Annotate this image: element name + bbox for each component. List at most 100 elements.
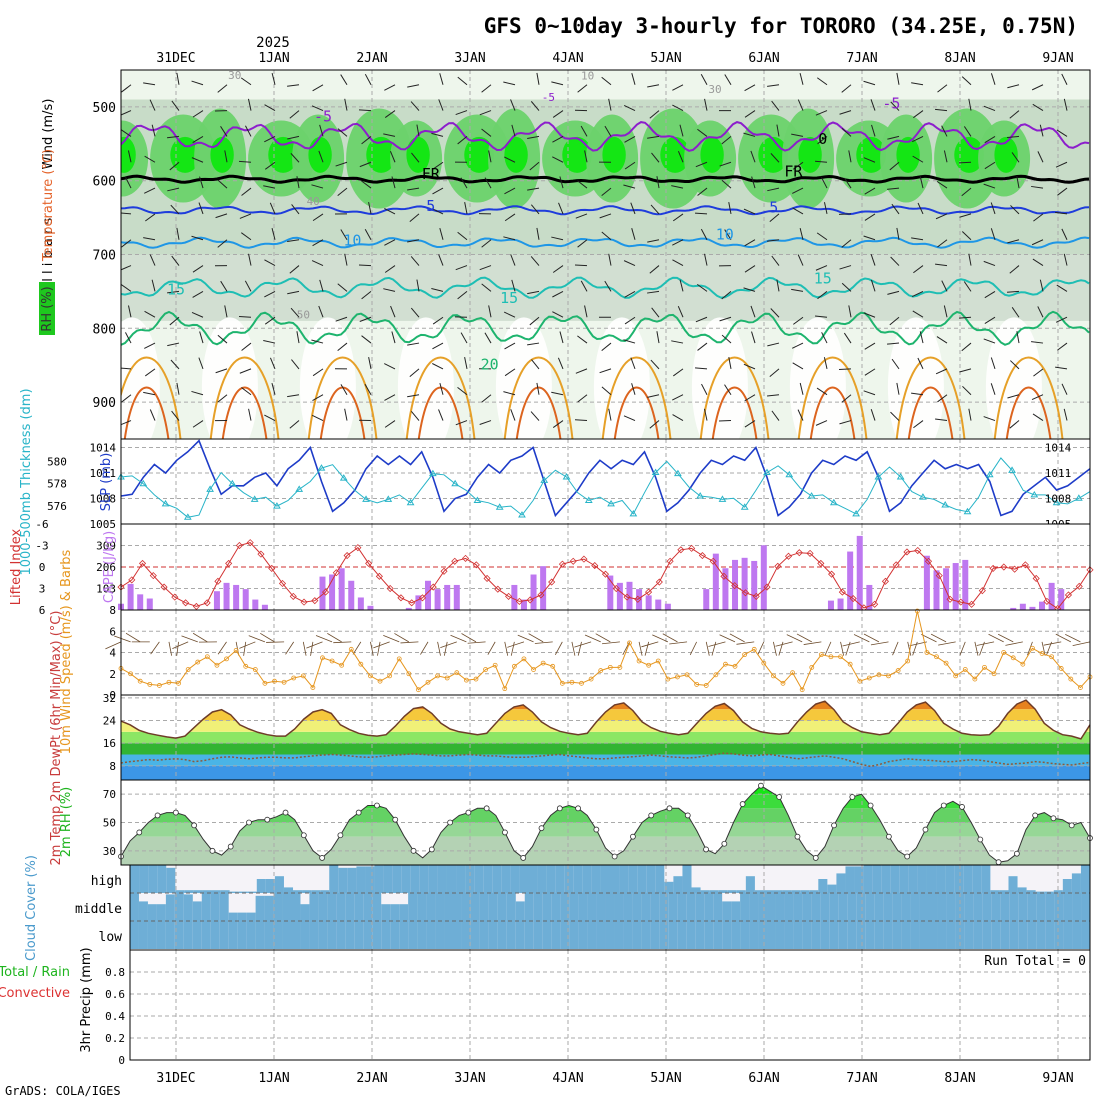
barb-11 <box>384 84 396 91</box>
barb-558 <box>1032 413 1044 421</box>
barb-515 <box>962 385 972 396</box>
wind-point-40 <box>502 686 508 692</box>
barb-224 <box>694 212 708 215</box>
barb-69 <box>815 110 828 116</box>
cloud-middle-83 <box>874 893 885 921</box>
cape-bar-88 <box>962 559 969 610</box>
bottom-date-5jan: 5JAN <box>650 1071 681 1086</box>
barb-456 <box>504 368 516 377</box>
li-point-85 <box>1032 574 1040 583</box>
barb-17 <box>536 72 540 85</box>
barb-406 <box>263 340 276 344</box>
barb-19 <box>577 84 588 93</box>
wind-point-77 <box>857 678 863 684</box>
cloud-high-7 <box>193 890 203 893</box>
series-2m-temp <box>120 699 1091 740</box>
barb-123 <box>191 157 204 163</box>
surface-barb-62 <box>711 641 717 656</box>
cape-bar-2 <box>137 594 144 610</box>
cloud-low-29 <box>390 921 400 949</box>
barb-287 <box>289 265 300 274</box>
surface-barb-17 <box>266 641 285 643</box>
barb-67 <box>771 100 780 111</box>
barb-513 <box>911 392 924 396</box>
barb-34 <box>937 84 948 93</box>
wind-point-2 <box>137 678 143 684</box>
barb-220 <box>599 213 612 219</box>
bottom-date-6jan: 6JAN <box>748 1071 779 1086</box>
barb-28 <box>799 73 804 85</box>
barb-192 <box>887 187 900 190</box>
surface-barb-5 <box>168 641 173 656</box>
barb-344 <box>696 283 708 292</box>
cloud-middle-21 <box>318 893 328 921</box>
barb-335 <box>481 283 492 292</box>
contour-label-13: 20 <box>481 356 499 374</box>
barb-354 <box>941 280 948 292</box>
cloud-middle-6 <box>183 894 194 921</box>
cloud-low-105 <box>1072 921 1082 949</box>
wind-point-25 <box>358 661 364 667</box>
cloud-middle-4 <box>165 894 176 921</box>
surface-barb-34 <box>443 641 448 656</box>
barb-250 <box>364 228 372 240</box>
barb-186 <box>751 176 756 189</box>
temp-tick-32: 32 <box>103 692 116 705</box>
li-point-39 <box>537 591 545 599</box>
cloud-high-bg-64 <box>709 865 720 893</box>
cloud-high-30 <box>401 865 412 893</box>
cloud-low-97 <box>1000 921 1010 949</box>
wind-point-5 <box>166 679 172 685</box>
cloud-high-54 <box>619 865 629 893</box>
barb-155 <box>958 161 972 164</box>
barb-93 <box>431 132 444 137</box>
barb-493 <box>439 382 444 395</box>
barb-242 <box>176 227 180 240</box>
wind-point-42 <box>521 656 527 662</box>
cloud-low-80 <box>847 921 858 949</box>
barb-162 <box>167 187 180 192</box>
barb-282 <box>171 255 180 266</box>
cloud-high-81 <box>863 865 874 893</box>
barb-338 <box>552 290 564 298</box>
cloud-low-88 <box>919 921 930 949</box>
barb-212 <box>409 213 420 223</box>
barb-37 <box>1007 84 1020 89</box>
barb-154 <box>943 150 948 163</box>
barb-490 <box>364 384 372 395</box>
barb-181 <box>623 184 636 189</box>
barb-90 <box>361 136 372 145</box>
barb-56 <box>510 99 516 111</box>
pressure-tick-700: 700 <box>93 249 116 264</box>
barb-450 <box>368 357 372 369</box>
cloud-middle-88 <box>919 893 930 921</box>
cloud-middle-58 <box>650 893 660 921</box>
li-point-21 <box>343 551 351 560</box>
cloud-low-32 <box>417 921 427 949</box>
barb-114 <box>941 125 948 137</box>
li-tick--3: -3 <box>35 540 48 553</box>
rh-point-82 <box>867 802 874 809</box>
barb-216 <box>504 213 516 222</box>
surface-barb-44 <box>528 633 544 643</box>
cloud-low-54 <box>614 921 624 949</box>
barb-419 <box>577 335 588 344</box>
barb-237 <box>1010 205 1020 215</box>
barb-541 <box>623 415 636 422</box>
thickness-point-44 <box>607 499 615 507</box>
rh-point-72 <box>776 794 783 800</box>
barb-342 <box>647 290 660 294</box>
li-point-35 <box>494 585 502 593</box>
barb-265 <box>724 229 732 241</box>
barb-351 <box>870 279 876 292</box>
rh-dry-0 <box>121 317 160 439</box>
cloud-high-55 <box>628 865 638 893</box>
cape-bar-53 <box>626 581 633 610</box>
li-point-66 <box>828 570 836 578</box>
ylabel-total-rain: Total / Rain <box>0 965 70 980</box>
wind-point-51 <box>607 664 613 670</box>
cloud-low-36 <box>452 921 463 949</box>
barb-309 <box>815 265 828 271</box>
cloud-low-14 <box>255 921 266 949</box>
cloud-low-34 <box>435 921 445 949</box>
